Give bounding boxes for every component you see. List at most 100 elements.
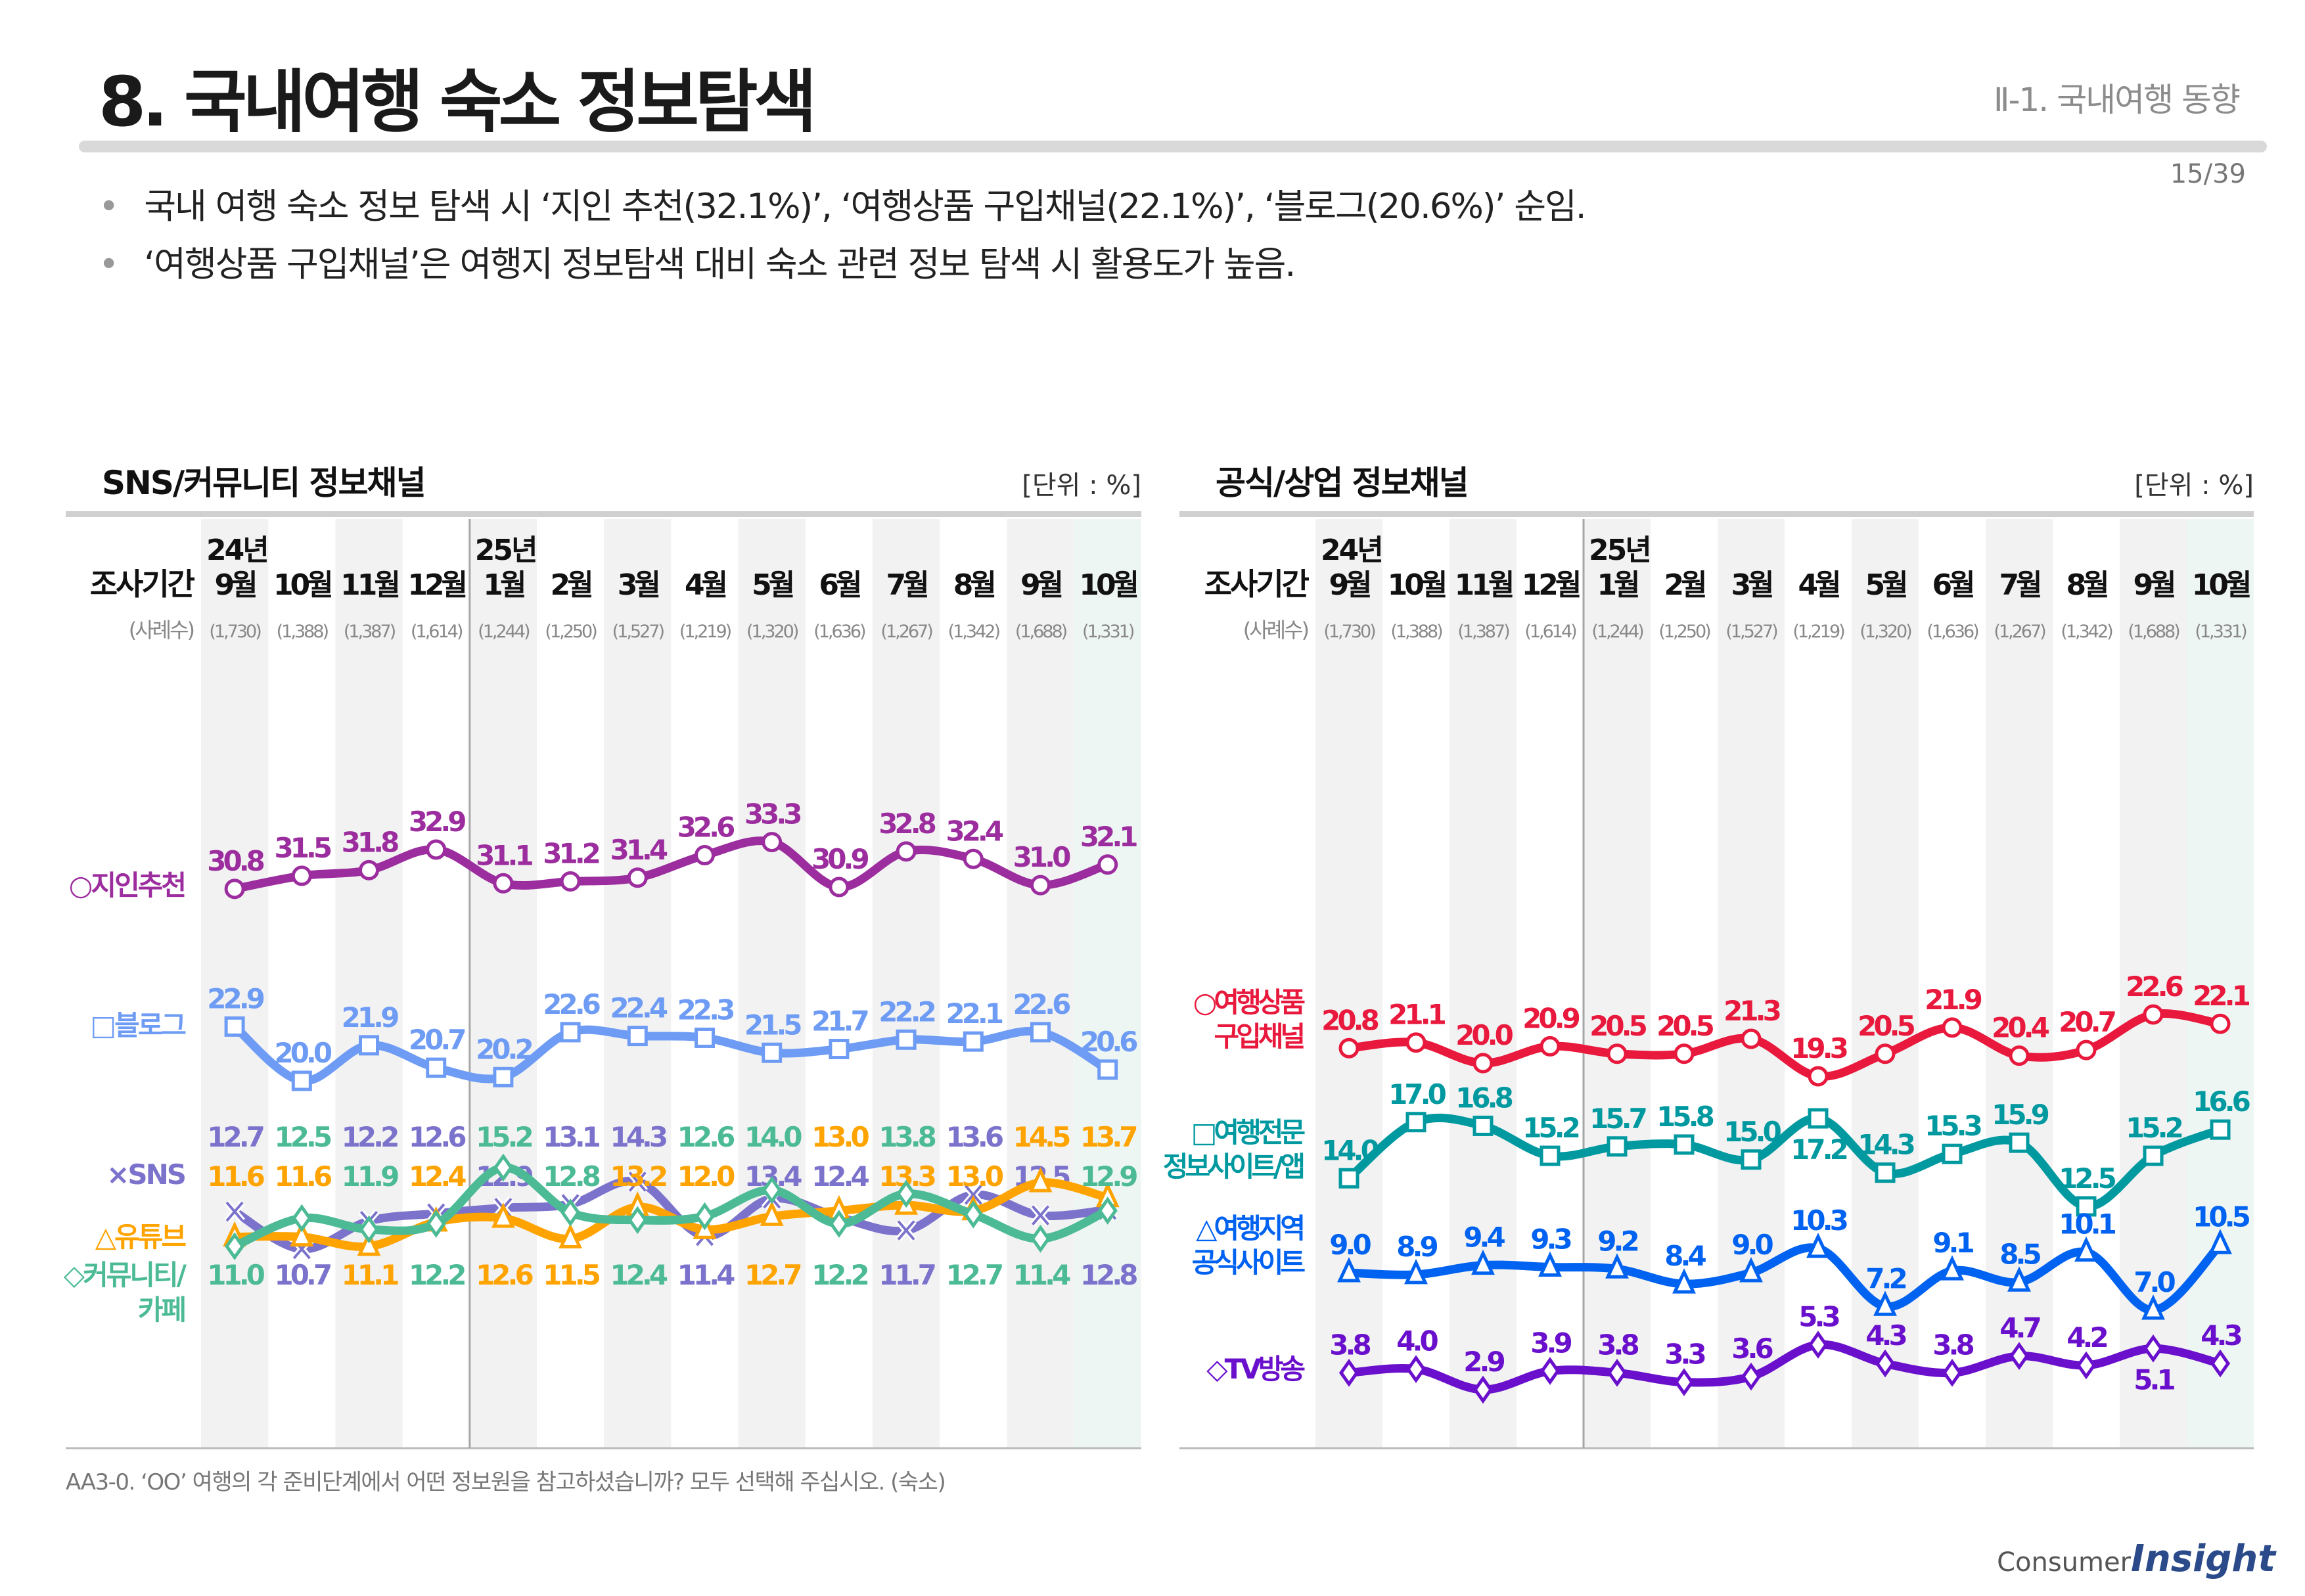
data-label: 12.4 [610,1259,667,1291]
data-label: 3.8 [1329,1329,1370,1361]
data-label: 20.5 [1858,1010,1914,1042]
square-marker [1540,1145,1561,1166]
square-marker [1875,1162,1896,1183]
square-marker [1674,1134,1695,1155]
data-label: 12.2 [811,1259,867,1291]
data-label: 11.6 [274,1160,331,1193]
circle-marker [1808,1066,1829,1087]
page-number: 15/39 [2170,159,2246,189]
square-marker [2076,1196,2097,1217]
diamond-marker [695,1202,715,1231]
diamond-marker [2210,1349,2231,1378]
diamond-marker [426,1210,446,1238]
sample-size: (1,688) [2128,622,2179,642]
sample-size: (1,267) [1994,622,2045,642]
x-marker-stroke [1031,1205,1050,1226]
data-label: 15.8 [1656,1101,1713,1133]
column-band [1315,519,1382,1448]
diamond-marker [225,1232,245,1261]
data-label: 10.5 [2193,1200,2249,1233]
square-marker [224,1016,245,1037]
column-band [201,519,269,1448]
circle-marker [2009,1045,2030,1066]
data-label: 17.2 [1791,1133,1846,1166]
circle-marker [762,832,783,853]
series-name: ×SNS [106,1158,185,1191]
column-band [604,519,672,1448]
series-name: ○여행상품 [1193,986,1306,1018]
month-label: 8월 [953,568,995,602]
data-label: 31.8 [342,826,398,858]
chart-title: 공식/상업 정보채널 [1216,464,1468,502]
data-label: 20.4 [1992,1012,2049,1044]
circle-marker [896,841,917,862]
year-label: 25년 [1589,534,1650,567]
column-band [1986,519,2053,1448]
sample-size: (1,614) [411,622,463,642]
month-label: 3월 [618,568,659,602]
sample-size: (1,730) [1323,622,1375,642]
year-label: 24년 [206,534,267,567]
data-label: 32.6 [677,811,734,844]
data-label: 13.1 [543,1121,599,1153]
period-label: 조사기간 [1204,566,1310,602]
data-label: 16.6 [2193,1085,2249,1118]
circle-marker [829,877,850,898]
sample-label: (사례수) [129,618,194,643]
triangle-marker [357,1230,381,1256]
consumer-insight-logo: ConsumerInsight [1997,1538,2275,1580]
bullet-1: • 국내 여행 숙소 정보 탐색 시 ‘지인 추천(32.1%)’, ‘여행상품 … [99,179,1587,229]
sample-size: (1,250) [1658,622,1710,642]
square-marker [695,1027,715,1048]
square-marker [1741,1149,1762,1170]
month-label: 7월 [886,568,928,602]
data-label: 12.5 [2059,1162,2115,1195]
sample-size: (1,267) [880,622,932,642]
x-marker-stroke [628,1172,647,1192]
series-3: ◇TV방송 3.8 4.0 2.9 3.9 3.8 3.3 3.6 5.3 4.3 3.8 4.7 4.… [1206,1301,2244,1404]
x-marker [224,1200,245,1223]
unit-label: [단위 : %] [2134,470,2254,501]
data-label: 8.4 [1664,1240,1706,1272]
diamond-marker [628,1206,648,1235]
month-label: 11월 [340,568,398,602]
circle-marker [1097,854,1118,875]
sample-size: (1,331) [2195,622,2247,642]
data-label: 10.3 [1791,1204,1846,1237]
data-label: 22.6 [1013,988,1070,1020]
chart-title-divider [1179,511,2254,517]
triangle-marker [290,1221,314,1247]
sample-size: (1,614) [1524,622,1576,642]
triangle-marker [1940,1255,1964,1281]
data-label: 11.5 [543,1259,599,1291]
triangle-marker [2141,1294,2165,1320]
data-label: 14.3 [610,1121,666,1153]
diamond-marker [829,1210,849,1238]
data-label: 31.2 [543,837,599,869]
data-label: 9.3 [1530,1223,1570,1255]
data-label: 3.9 [1530,1327,1571,1359]
x-marker [963,1183,984,1206]
x-marker [627,1170,649,1193]
diamond-marker [1808,1331,1829,1359]
x-marker-stroke [964,1185,982,1205]
sample-size: (1,320) [746,622,798,642]
data-label: 14.3 [1858,1129,1913,1161]
bullet-text: ‘여행상품 구입채널’은 여행지 정보탐색 대비 숙소 관련 정보 탐색 시 활… [144,244,1296,285]
bullet-text: 국내 여행 숙소 정보 탐색 시 ‘지인 추천(32.1%)’, ‘여행상품 구… [144,187,1586,227]
sample-size: (1,527) [1725,622,1777,642]
sample-size: (1,688) [1015,622,1067,642]
x-marker [1030,1204,1051,1227]
series-name: ○지인추천 [69,869,185,901]
data-label: 22.1 [946,997,1002,1030]
data-label: 21.3 [1723,995,1779,1027]
series-name: 공식사이트 [1192,1246,1306,1279]
triangle-marker [1605,1253,1629,1279]
column-band [1584,519,1651,1448]
data-label: 12.6 [409,1121,465,1153]
data-label: 4.2 [2066,1321,2107,1354]
data-label: 22.6 [543,988,599,1020]
data-label: 14.5 [1013,1121,1070,1153]
sample-size: (1,342) [948,622,1000,642]
